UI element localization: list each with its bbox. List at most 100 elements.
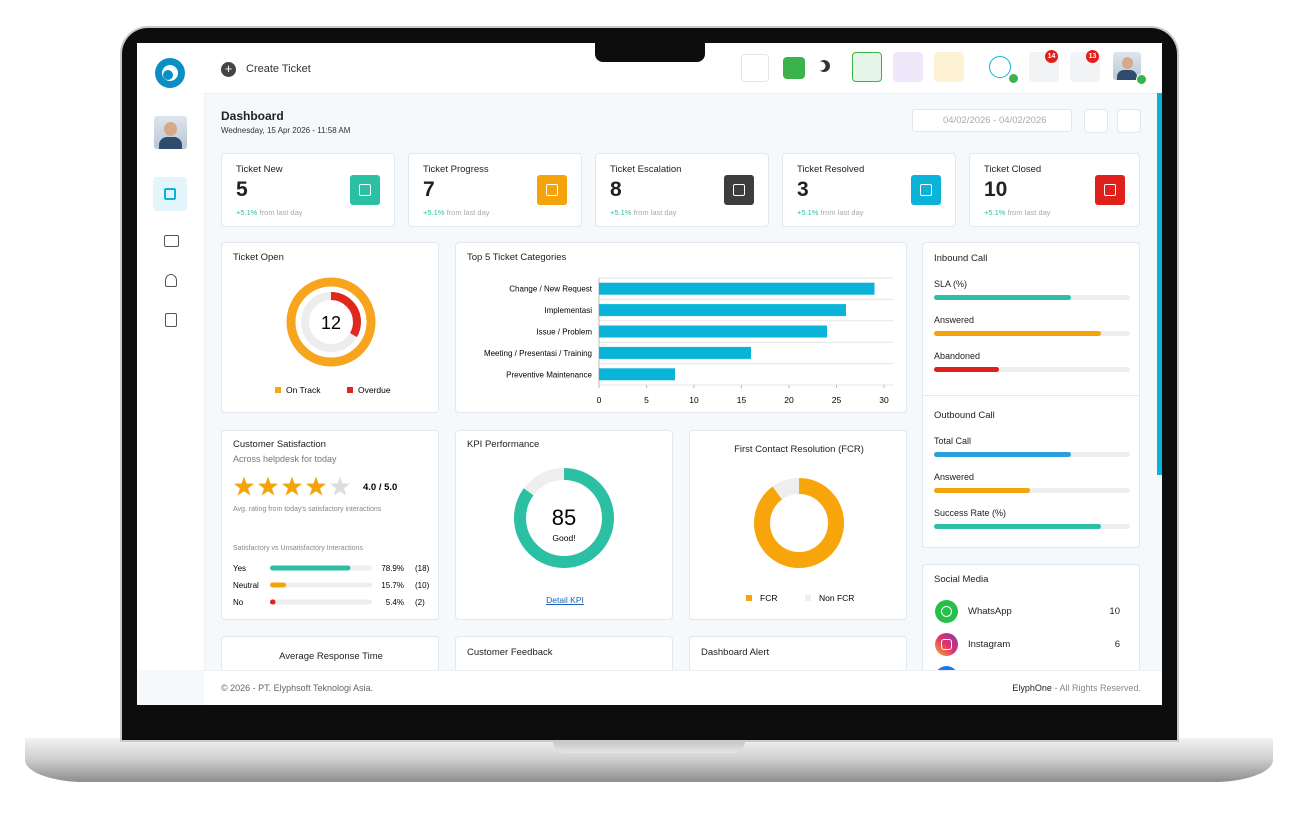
bar-track — [934, 488, 1130, 493]
bar — [599, 346, 751, 359]
stat-change: +5.1% — [423, 208, 445, 217]
bar-label: Answered — [934, 315, 975, 325]
star — [330, 476, 350, 496]
section-title: Outbound Call — [934, 410, 995, 421]
stat-change-row: +5.1% from last day — [610, 208, 677, 217]
calls-card: Inbound Call SLA (%) Answered Abandoned Outb… — [922, 242, 1140, 548]
sidebar-avatar[interactable] — [154, 116, 187, 149]
nav-reports[interactable] — [165, 313, 177, 327]
x-tick-label: 30 — [879, 395, 889, 405]
star — [282, 476, 302, 496]
x-tick-label: 5 — [644, 395, 649, 405]
chat-status — [1009, 74, 1018, 83]
icon-glyph — [359, 184, 371, 196]
camera-notch — [595, 43, 705, 62]
chart: FCR Non FCR — [746, 478, 854, 603]
arc — [286, 277, 376, 367]
legend-label: Non FCR — [819, 593, 854, 603]
light-mode-button[interactable] — [783, 57, 805, 79]
stat-card: Ticket New 5 +5.1% from last day — [221, 153, 395, 227]
arc — [514, 468, 614, 568]
stat-label: Ticket Progress — [423, 164, 489, 175]
stat-card: Ticket Closed 10 +5.1% from last day — [969, 153, 1140, 227]
stat-label: Ticket Resolved — [797, 164, 865, 175]
stat-value: 10 — [984, 178, 1008, 201]
nav-tickets[interactable] — [164, 235, 179, 247]
bar-label: Answered — [934, 472, 975, 482]
bar — [599, 304, 846, 317]
stat-value: 5 — [236, 178, 248, 201]
nav-dashboard[interactable] — [153, 177, 187, 211]
kpi-card: KPI Performance 85 Good! Detail KPI — [455, 430, 673, 620]
chart: 4.0 / 5.0 Avg. rating from today's satisf… — [233, 476, 430, 607]
stat-label: Ticket New — [236, 164, 283, 175]
bar — [270, 599, 276, 605]
icon-glyph — [941, 639, 952, 650]
category-label: Issue / Problem — [536, 328, 592, 337]
fullscreen-button[interactable] — [741, 54, 769, 82]
total: 12 — [321, 313, 341, 333]
date-range-picker[interactable]: 04/02/2026 - 04/02/2026 — [912, 109, 1072, 132]
arc — [301, 292, 361, 352]
topbar: + Create Ticket 14 13 — [204, 43, 1162, 94]
legend-label: FCR — [760, 593, 777, 603]
collapse-button[interactable] — [1117, 109, 1141, 133]
stat-note: from last day — [1007, 208, 1051, 217]
stat-change-row: +5.1% from last day — [423, 208, 490, 217]
bar — [934, 295, 1072, 300]
bar-label: Total Call — [934, 436, 972, 446]
module-button[interactable] — [893, 52, 923, 82]
legend-swatch — [347, 387, 353, 393]
footer: © 2026 - PT. Elyphsoft Teknologi Asia. E… — [204, 670, 1162, 705]
percent-label: 78.9% — [381, 564, 404, 573]
social-count: 6 — [1114, 639, 1120, 650]
social-name: Instagram — [968, 639, 1011, 650]
icon-glyph — [733, 184, 745, 196]
bar — [270, 582, 287, 588]
date-range: 04/02/2026 - 04/02/2026 — [943, 115, 1047, 126]
screen: + Create Ticket 14 13 Dashboard Wednesda… — [137, 43, 1162, 705]
category-label: Preventive Maintenance — [506, 370, 592, 379]
card-title: Top 5 Ticket Categories — [467, 252, 567, 263]
legend-swatch — [746, 595, 752, 601]
user-avatar[interactable] — [1113, 52, 1141, 80]
stat-change-row: +5.1% from last day — [236, 208, 303, 217]
icon-glyph — [941, 606, 952, 617]
legend-label: Overdue — [358, 385, 391, 395]
logo[interactable] — [153, 56, 187, 90]
bar-track — [270, 582, 372, 588]
stat-card: Ticket Progress 7 +5.1% from last day — [408, 153, 582, 227]
bar — [934, 331, 1101, 336]
percent-label: 5.4% — [386, 598, 404, 607]
report-button[interactable] — [934, 52, 964, 82]
nav-users[interactable] — [165, 274, 177, 287]
rating-label: 4.0 / 5.0 — [363, 482, 397, 493]
copyright: © 2026 - PT. Elyphsoft Teknologi Asia. — [221, 683, 374, 693]
stat-label: Ticket Closed — [984, 164, 1042, 175]
breakdown-title: Satisfactory vs Unsatisfactory Interacti… — [233, 545, 363, 552]
card-title: Average Response Time — [279, 651, 383, 662]
chat-button[interactable] — [989, 56, 1011, 78]
stat-card: Ticket Resolved 3 +5.1% from last day — [782, 153, 956, 227]
detail-link[interactable]: Detail KPI — [546, 595, 584, 605]
ticket-open-card: Ticket Open 12 On Track Overdue — [221, 242, 439, 413]
refresh-button[interactable] — [1084, 109, 1108, 133]
stat-icon — [911, 175, 941, 205]
sidebar — [137, 43, 205, 670]
create-ticket-label: Create Ticket — [246, 63, 311, 75]
bar — [599, 282, 875, 295]
dark-mode-button[interactable] — [818, 60, 830, 72]
card-title: Dashboard Alert — [701, 647, 770, 658]
stat-label: Ticket Escalation — [610, 164, 682, 175]
stat-icon — [724, 175, 754, 205]
row-label: Yes — [233, 564, 246, 573]
user-status — [1136, 74, 1147, 85]
count-label: (2) — [415, 598, 425, 607]
x-tick-label: 20 — [784, 395, 794, 405]
x-tick-label: 0 — [597, 395, 602, 405]
stat-change: +5.1% — [984, 208, 1006, 217]
create-ticket-button[interactable]: + Create Ticket — [221, 60, 311, 78]
apps-button[interactable] — [852, 52, 882, 82]
legend-swatch — [805, 595, 811, 601]
category-label: Change / New Request — [509, 285, 592, 294]
